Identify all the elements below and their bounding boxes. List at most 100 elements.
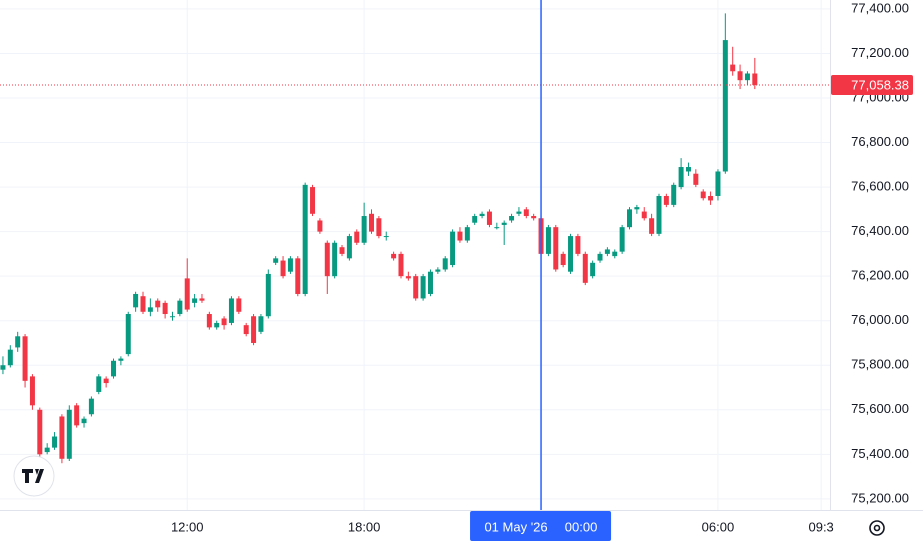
candle-body — [663, 195, 669, 205]
y-tick-label: 75,200.00 — [851, 490, 909, 505]
candle-body — [435, 269, 441, 272]
candle-body — [523, 209, 529, 217]
candle-body — [302, 184, 308, 294]
candle-body — [457, 231, 463, 241]
candle-body — [81, 418, 87, 424]
settings-icon[interactable] — [869, 520, 885, 536]
candle-body — [700, 191, 706, 199]
last-price-label: 77,058.38 — [851, 77, 909, 92]
candle-body — [88, 398, 94, 415]
crosshair-time: 00:00 — [565, 519, 598, 534]
x-tick-label: 12:00 — [171, 519, 204, 534]
candle-body — [206, 314, 212, 328]
last-price-box — [831, 74, 913, 95]
candle-body — [369, 213, 375, 232]
candle-body — [383, 236, 389, 238]
candle-body — [317, 220, 323, 232]
candle-body — [265, 273, 271, 317]
candle-body — [545, 227, 551, 254]
candle-body — [258, 316, 264, 332]
candle-body — [74, 405, 80, 426]
candle-body — [184, 278, 190, 310]
candle-body — [472, 216, 478, 223]
y-tick-label: 75,400.00 — [851, 446, 909, 461]
candle-body — [37, 409, 43, 455]
candle-body — [693, 173, 699, 185]
candle-body — [96, 376, 102, 392]
candle-body — [66, 409, 72, 459]
candle-body — [531, 216, 537, 219]
candle-body — [427, 271, 433, 294]
candle-body — [494, 227, 500, 229]
candle-body — [287, 258, 293, 272]
candle-body — [339, 247, 345, 254]
candle-body — [236, 298, 242, 312]
candle-body — [228, 298, 234, 323]
candle-body — [192, 298, 198, 303]
candle-body — [7, 349, 13, 366]
candle-body — [501, 222, 507, 225]
candle-body — [199, 298, 205, 301]
candle-body — [634, 207, 640, 210]
candle-body — [730, 64, 736, 72]
candle-body — [140, 296, 146, 312]
candle-body — [685, 167, 691, 172]
y-tick-label: 75,800.00 — [851, 357, 909, 372]
candle-body — [125, 314, 131, 355]
candle-body — [641, 211, 647, 219]
candle-body — [649, 218, 655, 234]
overlay: 77,058.38 01 May '26 00:00 — [0, 0, 913, 541]
candle-body — [221, 318, 227, 326]
candle-body — [464, 227, 470, 241]
candle-body — [509, 216, 515, 221]
candle-body — [479, 213, 485, 217]
tv-logo — [13, 455, 55, 497]
candle-body — [162, 302, 168, 315]
candle-body — [744, 73, 750, 81]
candle-body — [604, 249, 610, 254]
grid: 75,200.00 75,400.00 75,600.00 75,800.00 76,0… — [0, 0, 923, 534]
candle-body — [671, 184, 677, 205]
candle-body — [214, 322, 220, 328]
y-tick-label: 76,600.00 — [851, 179, 909, 194]
candle-body — [450, 231, 456, 266]
candle-body — [52, 436, 58, 448]
candle-body — [133, 293, 139, 308]
candle-body — [752, 73, 758, 85]
candle-body — [405, 276, 411, 279]
candle-body — [332, 242, 338, 277]
candle-body — [155, 300, 161, 308]
candle-body — [715, 171, 721, 196]
y-tick-label: 76,000.00 — [851, 312, 909, 327]
candle-body — [59, 416, 65, 459]
candle-body — [310, 187, 316, 214]
candle-body — [553, 227, 559, 270]
candle-body — [442, 258, 448, 270]
candle-body — [575, 236, 581, 254]
candle-body — [737, 71, 743, 81]
candle-body — [0, 365, 6, 370]
candle-body — [324, 242, 330, 277]
candle-body — [568, 236, 574, 272]
candle-body — [398, 253, 404, 277]
candle-body — [722, 40, 728, 172]
candle-body — [582, 253, 588, 283]
candle-body — [22, 336, 28, 381]
y-tick-label: 75,600.00 — [851, 401, 909, 416]
candle-body — [420, 276, 426, 299]
candle-body — [612, 251, 618, 257]
candle-body — [361, 216, 367, 243]
y-tick-label: 77,200.00 — [851, 45, 909, 60]
candle-body — [111, 360, 117, 377]
x-tick-label: 18:00 — [348, 519, 381, 534]
candles — [0, 13, 758, 464]
candle-body — [169, 316, 175, 318]
candle-body — [147, 307, 153, 312]
y-tick-label: 76,200.00 — [851, 268, 909, 283]
candle-body — [708, 195, 714, 201]
candle-body — [678, 167, 684, 188]
candle-body — [118, 358, 124, 361]
candle-body — [273, 258, 279, 263]
